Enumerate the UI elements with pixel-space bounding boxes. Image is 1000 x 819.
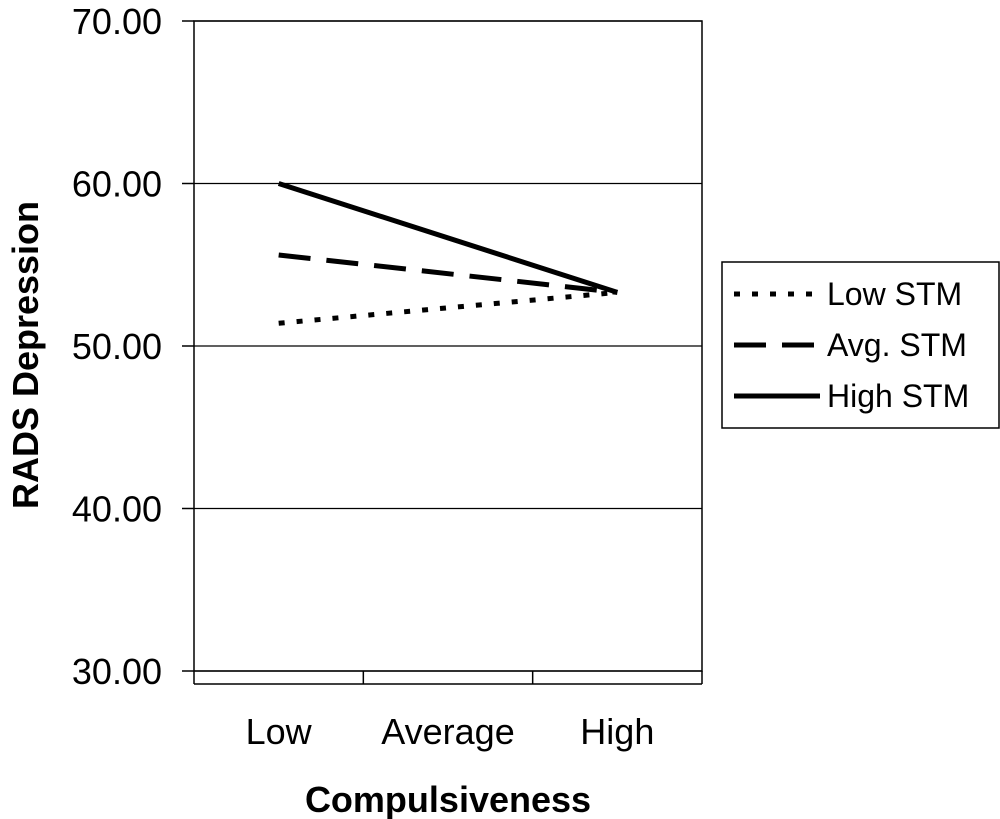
x-axis-title: Compulsiveness [305, 779, 591, 819]
y-tick-label: 50.00 [72, 326, 162, 367]
legend-box [721, 261, 1000, 429]
y-axis-title: RADS Depression [5, 201, 46, 509]
x-tick-label: High [580, 711, 654, 752]
x-tick-label: Low [246, 711, 313, 752]
y-tick-label: 40.00 [72, 489, 162, 530]
series-line-high-stm [277, 181, 619, 295]
y-tick-label: 70.00 [72, 1, 162, 42]
y-tick-label: 60.00 [72, 164, 162, 205]
x-axis-ticks: Low Average High [193, 671, 703, 752]
series [277, 181, 619, 326]
legend-label: High STM [827, 378, 969, 414]
y-axis-ticks: 30.00 40.00 50.00 60.00 70.00 [72, 1, 194, 692]
series-line-avg-stm [278, 252, 618, 295]
y-tick-label: 30.00 [72, 651, 162, 692]
gridlines [194, 20, 702, 672]
legend-label: Low STM [827, 276, 962, 312]
series-line-low-stm [278, 289, 618, 326]
legend: Low STM Avg. STM High STM [721, 261, 1000, 429]
x-tick-label: Average [381, 711, 514, 752]
legend-label: Avg. STM [827, 327, 967, 363]
